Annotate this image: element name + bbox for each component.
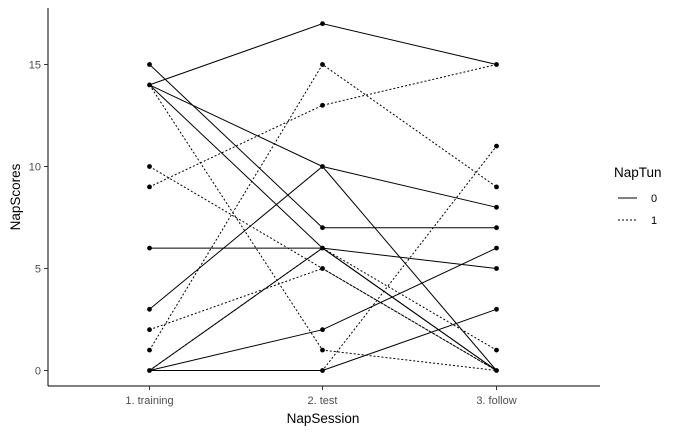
legend-label-0: 0 <box>651 193 657 205</box>
legend-label-1: 1 <box>651 215 657 227</box>
data-point <box>147 164 152 169</box>
data-point <box>494 62 499 67</box>
data-point <box>147 82 152 88</box>
data-point <box>320 347 325 353</box>
data-point <box>494 266 499 271</box>
data-point <box>320 266 325 271</box>
x-axis-title: NapSession <box>287 411 360 426</box>
data-point <box>320 327 325 333</box>
x-tick-label: 2. test <box>308 395 338 407</box>
data-point <box>494 225 499 231</box>
legend-title: NapTun <box>614 165 662 180</box>
y-tick-label: 5 <box>35 264 41 276</box>
data-points <box>147 21 499 373</box>
data-point <box>494 368 499 373</box>
data-point <box>494 143 499 149</box>
data-point <box>147 62 152 67</box>
y-tick-label: 15 <box>29 60 41 72</box>
data-point <box>320 368 325 373</box>
series-line-naptun-0 <box>149 23 497 86</box>
series-lines <box>149 23 497 371</box>
data-point <box>147 306 152 312</box>
x-tick-label: 3. follow <box>476 395 516 407</box>
data-point <box>147 368 152 373</box>
y-tick-label: 0 <box>35 366 41 378</box>
series-line-naptun-0 <box>149 64 497 229</box>
y-tick-label: 10 <box>29 162 41 174</box>
data-point <box>494 245 499 251</box>
y-ticks: 0 5 10 15 <box>29 60 48 378</box>
data-point <box>494 184 499 190</box>
data-point <box>320 21 325 27</box>
axes <box>47 8 600 387</box>
series-line-naptun-0 <box>149 247 497 269</box>
data-point <box>494 306 499 312</box>
y-axis-title: NapScores <box>8 163 23 230</box>
data-point <box>147 245 152 251</box>
x-tick-label: 1. training <box>125 395 173 407</box>
series-line-naptun-1 <box>149 145 497 371</box>
data-point <box>494 204 499 210</box>
legend: NapTun 0 1 <box>614 165 662 227</box>
data-point <box>147 327 152 333</box>
data-point <box>320 102 325 108</box>
data-point <box>320 164 325 169</box>
data-point <box>320 225 325 231</box>
data-point <box>320 62 325 67</box>
series-line-naptun-1 <box>149 267 497 371</box>
data-point <box>147 184 152 190</box>
data-point <box>147 347 152 353</box>
x-ticks: 1. training 2. test 3. follow <box>125 386 517 407</box>
data-point <box>494 347 499 353</box>
data-point <box>320 245 325 251</box>
